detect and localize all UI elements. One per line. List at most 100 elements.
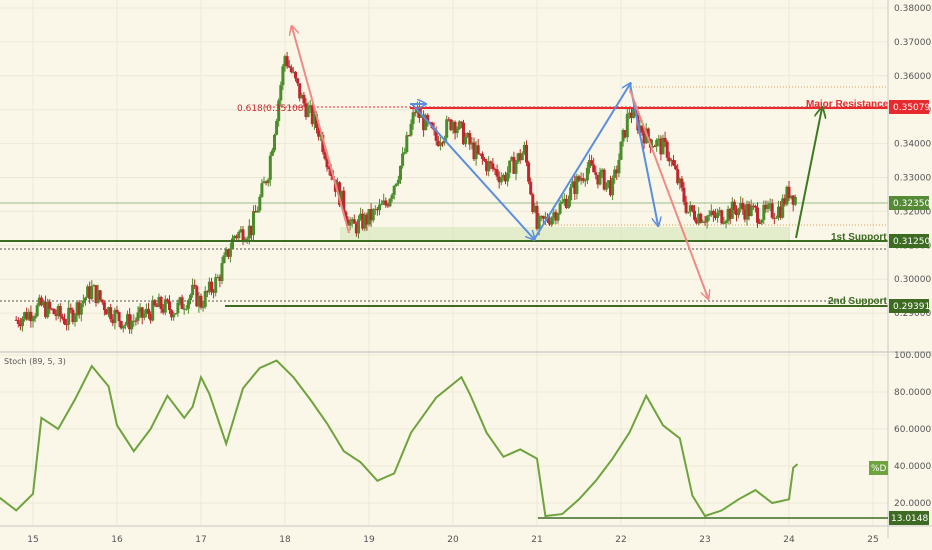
candle-body: [703, 221, 707, 223]
candle-body: [247, 225, 251, 239]
candle-body: [327, 167, 331, 170]
candle-body: [354, 223, 358, 234]
candle-body: [663, 137, 667, 142]
candle-body: [239, 229, 243, 233]
candle-body: [98, 290, 102, 300]
candle-body: [144, 308, 148, 315]
candle-body: [33, 316, 37, 319]
stoch-d-tag: %D: [869, 461, 888, 475]
candle-body: [768, 203, 772, 205]
candle-body: [352, 219, 356, 224]
candle-body: [548, 221, 552, 225]
time-tick-label: 19: [363, 535, 375, 545]
candle-body: [275, 120, 279, 135]
candle-body: [226, 249, 230, 257]
candle-body: [199, 295, 203, 308]
candle-body: [300, 94, 304, 99]
candle-body: [567, 200, 570, 209]
candle-body: [375, 208, 379, 211]
candle-body: [159, 296, 163, 310]
major-resistance-tag-text: 0.35079: [893, 103, 930, 113]
candle-body: [386, 205, 390, 207]
stoch-tick-label: 60.0000: [894, 425, 931, 435]
candle-body: [60, 316, 64, 319]
candle-body: [258, 196, 262, 211]
candle-body: [390, 194, 394, 199]
candle-body: [231, 238, 234, 250]
candle-body: [556, 213, 560, 221]
candle-body: [590, 160, 594, 165]
candle-body: [403, 152, 407, 154]
candle-body: [220, 263, 224, 281]
candle-body: [262, 181, 266, 184]
candle-body: [88, 286, 92, 299]
red-arrow-down: [629, 89, 708, 298]
candle-body: [659, 138, 663, 155]
candle-body: [184, 308, 188, 310]
candle-body: [592, 164, 596, 173]
candle-body: [264, 181, 268, 184]
candle-body: [695, 219, 699, 224]
candle-body: [254, 211, 258, 213]
candle-body: [155, 305, 159, 308]
candle-body: [413, 112, 417, 114]
candle-body: [760, 219, 764, 224]
candle-body: [680, 178, 684, 188]
candle-body: [281, 66, 285, 86]
candle-body: [37, 297, 41, 306]
stoch-axis[interactable]: 100.0000 80.0000 60.0000 40.0000 20.0000: [894, 351, 932, 509]
candle-body: [35, 305, 39, 317]
candle-body: [789, 195, 793, 199]
candle-body: [411, 112, 415, 124]
candle-body: [638, 125, 642, 131]
candle-body: [457, 121, 461, 130]
candle-body: [617, 159, 621, 174]
candlestick-series: [14, 52, 797, 334]
candle-body: [762, 204, 766, 220]
candle-body: [92, 285, 96, 287]
candle-body: [201, 306, 205, 308]
candle-body: [23, 312, 27, 319]
candle-body: [711, 210, 715, 216]
candle-body: [306, 106, 310, 117]
candle-body: [249, 225, 253, 236]
candle-body: [304, 103, 308, 117]
candle-body: [579, 178, 583, 181]
red-arrow-up: [292, 27, 350, 234]
candle-body: [449, 119, 453, 131]
candle-body: [65, 324, 69, 326]
candle-body: [136, 312, 140, 321]
candle-body: [512, 156, 516, 174]
candle-body: [764, 204, 768, 209]
candle-body: [777, 206, 780, 218]
candle-body: [42, 301, 45, 306]
time-tick-label: 24: [783, 535, 795, 545]
time-axis[interactable]: 15 16 17 18 19 20 21 22 23 24 25: [27, 535, 878, 545]
candle-body: [48, 301, 52, 309]
candle-body: [485, 160, 489, 172]
candle-body: [63, 318, 66, 325]
candle-body: [724, 221, 728, 224]
candle-body: [728, 208, 732, 219]
candle-body: [462, 122, 465, 145]
candle-body: [619, 141, 623, 160]
candle-body: [495, 169, 499, 177]
candle-body: [747, 204, 751, 216]
candle-body: [266, 179, 270, 184]
candle-body: [256, 210, 260, 213]
candle-body: [172, 314, 176, 318]
candle-body: [497, 176, 501, 183]
candle-body: [600, 169, 604, 173]
price-axis[interactable]: 0.380000.370000.360000.350000.340000.330…: [894, 4, 931, 319]
time-tick-label: 21: [531, 535, 542, 545]
candle-body: [516, 153, 520, 162]
candle-body: [732, 201, 736, 211]
candle-body: [260, 183, 264, 197]
candle-body: [287, 65, 291, 68]
candle-body: [151, 300, 155, 321]
candle-body: [684, 201, 688, 213]
first-support-label: 1st Support: [831, 232, 887, 243]
candle-body: [445, 119, 449, 138]
candle-body: [682, 187, 686, 202]
